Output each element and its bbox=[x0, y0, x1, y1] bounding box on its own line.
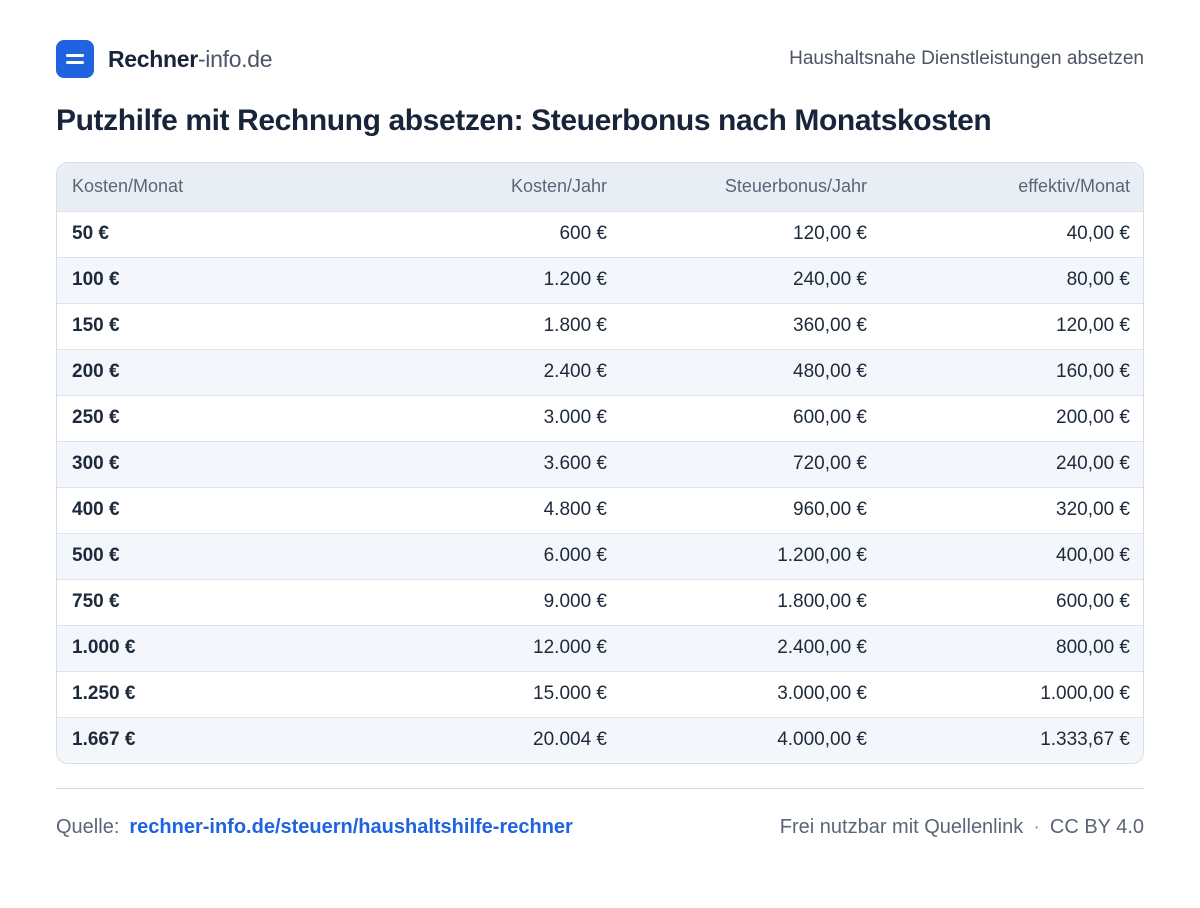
cell-effektiv-monat: 400,00 € bbox=[1056, 545, 1130, 566]
cell-effektiv-monat: 800,00 € bbox=[1056, 637, 1130, 658]
cell-kosten-monat: 400 € bbox=[72, 499, 120, 520]
header-kosten-monat: Kosten/Monat bbox=[72, 176, 184, 197]
cell-effektiv-monat: 600,00 € bbox=[1056, 591, 1130, 612]
header-kosten-jahr: Kosten/Jahr bbox=[510, 176, 607, 197]
table-row: 1.667 € 20.004 € 4.000,00 € 1.333,67 € bbox=[57, 717, 1143, 763]
cell-kosten-monat: 150 € bbox=[72, 315, 120, 336]
cell-kosten-monat: 1.250 € bbox=[72, 683, 136, 704]
footer-divider bbox=[56, 788, 1144, 789]
cell-kosten-monat: 100 € bbox=[72, 269, 120, 290]
page-header: Rechner-info.de Haushaltsnahe Dienstleis… bbox=[56, 40, 1144, 78]
table-row: 200 € 2.400 € 480,00 € 160,00 € bbox=[57, 349, 1143, 395]
table-row: 100 € 1.200 € 240,00 € 80,00 € bbox=[57, 257, 1143, 303]
cell-steuerbonus-jahr: 960,00 € bbox=[793, 499, 867, 520]
table-row: 750 € 9.000 € 1.800,00 € 600,00 € bbox=[57, 579, 1143, 625]
table-row: 1.000 € 12.000 € 2.400,00 € 800,00 € bbox=[57, 625, 1143, 671]
header-effektiv-monat: effektiv/Monat bbox=[1018, 176, 1130, 197]
brand-domain: -info.de bbox=[197, 45, 273, 72]
cell-effektiv-monat: 240,00 € bbox=[1056, 453, 1130, 474]
cell-kosten-monat: 500 € bbox=[72, 545, 120, 566]
topic-label: Haushaltsnahe Dienstleistungen absetzen bbox=[789, 48, 1144, 69]
cell-kosten-jahr: 12.000 € bbox=[533, 637, 607, 658]
brand[interactable]: Rechner-info.de bbox=[56, 40, 273, 78]
page-footer: Quelle: rechner-info.de/steuern/haushalt… bbox=[56, 812, 1144, 842]
table-row: 250 € 3.000 € 600,00 € 200,00 € bbox=[57, 395, 1143, 441]
cell-kosten-monat: 300 € bbox=[72, 453, 120, 474]
cell-kosten-jahr: 2.400 € bbox=[543, 361, 607, 382]
table-row: 150 € 1.800 € 360,00 € 120,00 € bbox=[57, 303, 1143, 349]
source: Quelle: rechner-info.de/steuern/haushalt… bbox=[56, 816, 573, 839]
cell-kosten-monat: 50 € bbox=[72, 223, 109, 244]
source-link[interactable]: rechner-info.de/steuern/haushaltshilfe-r… bbox=[129, 815, 573, 838]
cell-steuerbonus-jahr: 4.000,00 € bbox=[777, 729, 867, 751]
cell-kosten-monat: 250 € bbox=[72, 407, 120, 428]
cell-kosten-jahr: 20.004 € bbox=[533, 729, 607, 751]
cell-kosten-jahr: 15.000 € bbox=[533, 683, 607, 704]
cell-effektiv-monat: 160,00 € bbox=[1056, 361, 1130, 382]
cell-kosten-monat: 750 € bbox=[72, 591, 120, 612]
cell-kosten-jahr: 1.800 € bbox=[543, 315, 607, 336]
page-title: Putzhilfe mit Rechnung absetzen: Steuerb… bbox=[56, 104, 992, 137]
cell-effektiv-monat: 120,00 € bbox=[1056, 315, 1130, 336]
cell-kosten-jahr: 3.000 € bbox=[543, 407, 607, 428]
cell-kosten-monat: 1.667 € bbox=[72, 729, 136, 751]
table-header-row: Kosten/Monat Kosten/Jahr Steuerbonus/Jah… bbox=[57, 163, 1143, 211]
license-name: CC BY 4.0 bbox=[1049, 815, 1144, 838]
table-row: 1.250 € 15.000 € 3.000,00 € 1.000,00 € bbox=[57, 671, 1143, 717]
cell-kosten-jahr: 4.800 € bbox=[543, 499, 607, 520]
cell-steuerbonus-jahr: 120,00 € bbox=[793, 223, 867, 244]
header-steuerbonus-jahr: Steuerbonus/Jahr bbox=[724, 176, 867, 197]
brand-name: Rechner-info.de bbox=[108, 45, 273, 72]
table-row: 300 € 3.600 € 720,00 € 240,00 € bbox=[57, 441, 1143, 487]
cell-effektiv-monat: 40,00 € bbox=[1066, 223, 1130, 244]
cell-effektiv-monat: 1.000,00 € bbox=[1040, 683, 1130, 704]
cell-kosten-jahr: 1.200 € bbox=[543, 269, 607, 290]
source-label: Quelle: bbox=[56, 815, 120, 838]
license-info: Frei nutzbar mit Quellenlink · CC BY 4.0 bbox=[780, 816, 1144, 839]
cell-steuerbonus-jahr: 1.200,00 € bbox=[777, 545, 867, 566]
cell-kosten-jahr: 6.000 € bbox=[543, 545, 607, 566]
cell-kosten-monat: 200 € bbox=[72, 361, 120, 382]
cell-steuerbonus-jahr: 1.800,00 € bbox=[777, 591, 867, 612]
cell-kosten-jahr: 3.600 € bbox=[543, 453, 607, 474]
table-row: 500 € 6.000 € 1.200,00 € 400,00 € bbox=[57, 533, 1143, 579]
license-text: Frei nutzbar mit Quellenlink bbox=[779, 815, 1024, 838]
cell-effektiv-monat: 200,00 € bbox=[1056, 407, 1130, 428]
cell-effektiv-monat: 1.333,67 € bbox=[1040, 729, 1130, 751]
cell-steuerbonus-jahr: 600,00 € bbox=[793, 407, 867, 428]
cell-effektiv-monat: 320,00 € bbox=[1056, 499, 1130, 520]
cell-effektiv-monat: 80,00 € bbox=[1066, 269, 1130, 290]
cell-kosten-jahr: 600 € bbox=[559, 223, 607, 244]
cell-kosten-jahr: 9.000 € bbox=[543, 591, 607, 612]
table-row: 400 € 4.800 € 960,00 € 320,00 € bbox=[57, 487, 1143, 533]
cell-steuerbonus-jahr: 3.000,00 € bbox=[777, 683, 867, 704]
calculator-logo-icon bbox=[56, 40, 94, 78]
tax-bonus-table: Kosten/Monat Kosten/Jahr Steuerbonus/Jah… bbox=[56, 162, 1144, 764]
cell-kosten-monat: 1.000 € bbox=[72, 637, 136, 658]
cell-steuerbonus-jahr: 720,00 € bbox=[793, 453, 867, 474]
separator-dot: · bbox=[1033, 815, 1040, 838]
table-row: 50 € 600 € 120,00 € 40,00 € bbox=[57, 211, 1143, 257]
cell-steuerbonus-jahr: 2.400,00 € bbox=[777, 637, 867, 658]
cell-steuerbonus-jahr: 480,00 € bbox=[793, 361, 867, 382]
cell-steuerbonus-jahr: 360,00 € bbox=[793, 315, 867, 336]
cell-steuerbonus-jahr: 240,00 € bbox=[793, 269, 867, 290]
